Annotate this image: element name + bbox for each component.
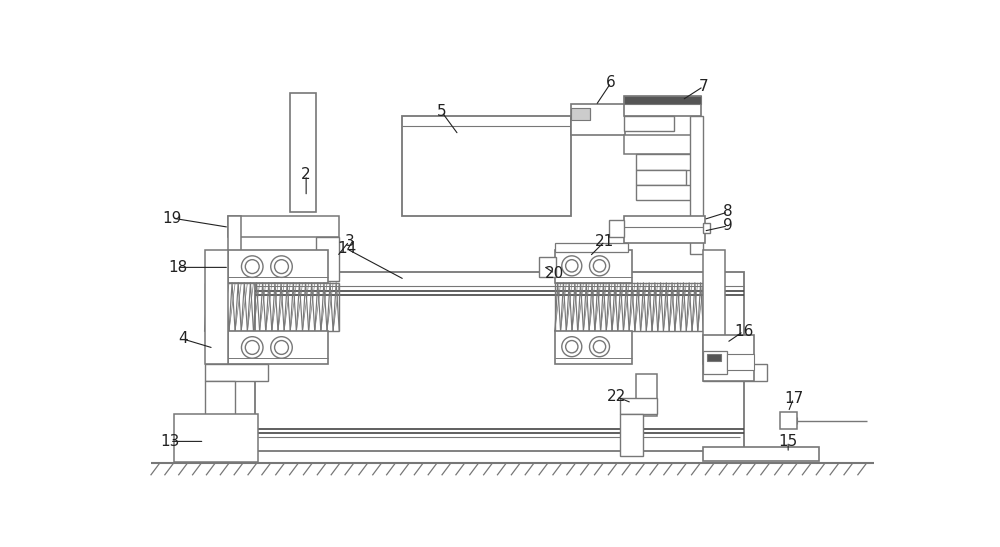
Bar: [703, 351, 727, 374]
Text: 2: 2: [301, 167, 311, 183]
Bar: [636, 185, 701, 200]
Text: 13: 13: [160, 434, 180, 449]
Text: 8: 8: [723, 205, 733, 219]
Bar: [624, 96, 701, 115]
Bar: [205, 251, 228, 364]
Bar: [205, 364, 268, 381]
Bar: [636, 154, 701, 170]
Bar: [620, 414, 643, 456]
Bar: [228, 331, 328, 364]
Text: 4: 4: [178, 331, 188, 346]
Circle shape: [275, 341, 288, 354]
Text: 5: 5: [437, 104, 446, 119]
Bar: [205, 381, 235, 450]
Circle shape: [566, 260, 578, 272]
Circle shape: [245, 341, 259, 354]
Bar: [609, 220, 624, 237]
Bar: [624, 135, 701, 154]
Text: 3: 3: [344, 234, 354, 249]
Circle shape: [241, 256, 263, 277]
Text: 16: 16: [734, 324, 753, 339]
Bar: [571, 108, 590, 120]
Text: 21: 21: [595, 234, 615, 249]
Bar: [780, 412, 797, 429]
Circle shape: [593, 260, 606, 272]
Text: 20: 20: [545, 266, 564, 281]
Text: 19: 19: [162, 211, 182, 225]
Bar: [255, 272, 744, 451]
Bar: [174, 414, 258, 462]
Bar: [624, 96, 701, 104]
Bar: [228, 216, 339, 237]
Circle shape: [241, 337, 263, 358]
Bar: [636, 170, 686, 185]
Bar: [707, 353, 721, 362]
Text: 7: 7: [699, 79, 708, 94]
Bar: [703, 251, 725, 364]
Text: 22: 22: [607, 389, 626, 404]
Bar: [571, 104, 625, 135]
Bar: [555, 331, 632, 364]
Bar: [636, 374, 657, 416]
Text: 18: 18: [168, 260, 187, 275]
Circle shape: [275, 260, 288, 274]
Bar: [703, 447, 819, 461]
Circle shape: [245, 260, 259, 274]
Circle shape: [562, 337, 582, 357]
Text: 17: 17: [784, 391, 803, 406]
Circle shape: [590, 337, 610, 357]
Bar: [402, 115, 571, 216]
Bar: [290, 92, 316, 212]
Bar: [624, 115, 674, 131]
Bar: [620, 398, 657, 414]
Bar: [690, 115, 703, 254]
Text: 15: 15: [779, 434, 798, 449]
Bar: [555, 251, 632, 283]
Bar: [703, 224, 710, 232]
Circle shape: [271, 256, 292, 277]
Text: 9: 9: [723, 218, 733, 234]
Bar: [228, 251, 328, 283]
Circle shape: [566, 341, 578, 353]
Text: 6: 6: [606, 75, 616, 90]
Bar: [703, 335, 754, 381]
Text: 14: 14: [337, 241, 357, 257]
Bar: [228, 216, 241, 281]
Circle shape: [562, 256, 582, 276]
Bar: [316, 237, 339, 281]
Bar: [727, 354, 754, 370]
Circle shape: [593, 341, 606, 353]
Bar: [624, 216, 705, 243]
Bar: [703, 364, 767, 381]
Bar: [539, 257, 556, 277]
Circle shape: [590, 256, 610, 276]
Bar: [555, 243, 628, 252]
Circle shape: [271, 337, 292, 358]
